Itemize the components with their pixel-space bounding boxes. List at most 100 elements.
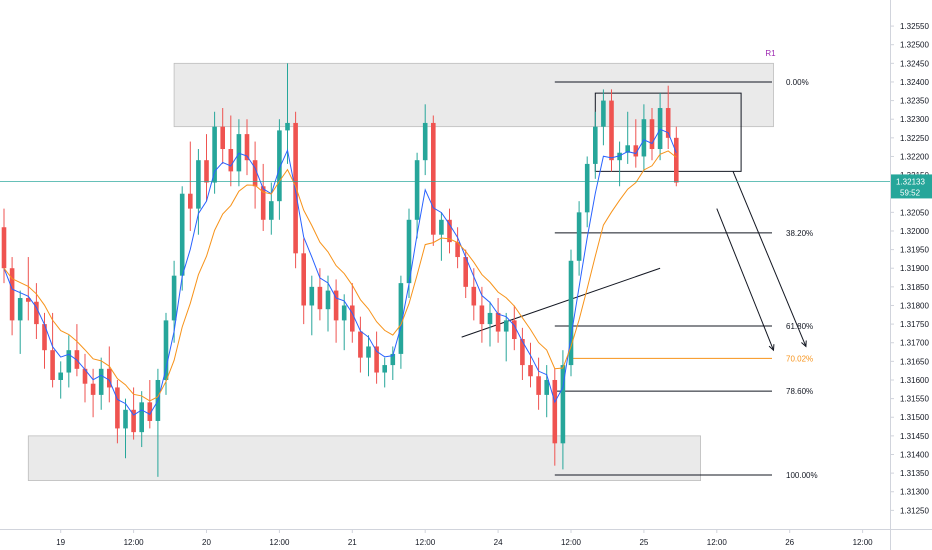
candle-up	[439, 219, 444, 235]
candle-up	[212, 126, 217, 183]
y-tick-label: 1.32050	[900, 208, 929, 217]
projection-arrow	[732, 171, 807, 347]
x-tick-label: 12:00	[415, 538, 436, 547]
candle-down	[301, 253, 306, 306]
y-tick-label: 1.31550	[900, 395, 929, 404]
y-tick-label: 1.32300	[900, 115, 929, 124]
candle-up	[309, 286, 315, 306]
candle-down	[90, 383, 96, 395]
candle-up	[163, 320, 169, 380]
candle-up	[179, 193, 185, 276]
candle-up	[406, 219, 412, 284]
candle-up	[576, 212, 582, 261]
y-tick-label: 1.31900	[900, 264, 929, 273]
candle-down	[350, 305, 355, 332]
candle-down	[9, 268, 15, 321]
candle-down	[293, 122, 298, 254]
candle-down	[479, 305, 485, 325]
candle-down	[528, 365, 533, 377]
candle-up	[17, 298, 23, 321]
y-tick-label: 1.31700	[900, 339, 929, 348]
y-tick-label: 1.31750	[900, 320, 929, 329]
y-tick-label: 1.31950	[900, 246, 929, 255]
candle-down	[455, 242, 460, 258]
candle-down	[107, 368, 112, 388]
current-price-marker: 1.32133 59:52	[0, 174, 932, 199]
candle-down	[252, 160, 258, 187]
ma-fast-line	[3, 128, 677, 416]
candle-up	[593, 126, 598, 164]
candle-down	[34, 301, 39, 325]
candle-down	[147, 402, 153, 421]
y-tick-label: 1.31250	[900, 506, 929, 515]
resistance-zone	[173, 62, 774, 128]
fibonacci-layer: 0.00% 38.20% 61.80% 70.02% 78.60% 100.00%	[554, 78, 818, 480]
candle-down	[358, 331, 363, 358]
candle-down	[244, 134, 250, 161]
x-tick-label: 12:00	[707, 538, 728, 547]
fib-level-label: 38.20%	[786, 229, 813, 238]
candle-up	[568, 260, 574, 366]
x-tick-label: 26	[785, 538, 794, 547]
support-zone	[27, 435, 701, 481]
y-tick-label: 1.31500	[900, 413, 929, 422]
moving-averages-layer	[3, 128, 677, 416]
candle-down	[42, 324, 47, 351]
candle-down	[552, 379, 558, 444]
candle-down	[131, 409, 136, 433]
candle-up	[617, 152, 622, 161]
fib-level-label: 100.00%	[786, 471, 818, 480]
candles-layer	[1, 63, 679, 477]
countdown-label: 59:52	[900, 188, 921, 197]
candle-down	[188, 193, 193, 209]
candle-up	[325, 290, 331, 310]
candle-down	[26, 298, 31, 302]
candle-up	[139, 402, 144, 433]
candle-down	[374, 346, 379, 373]
y-tick-label: 1.32500	[900, 41, 929, 50]
candle-down	[512, 320, 517, 340]
candle-up	[560, 365, 566, 444]
candle-up	[66, 350, 72, 373]
candle-up	[382, 365, 387, 373]
x-tick-label: 25	[639, 538, 648, 547]
current-price-badge	[891, 174, 932, 199]
pivot-label: R1	[765, 49, 776, 58]
y-tick-label: 1.32400	[900, 78, 929, 87]
y-tick-label: 1.32450	[900, 59, 929, 68]
arrow-head	[768, 344, 775, 352]
candle-down	[50, 350, 55, 380]
candle-up	[414, 160, 420, 220]
candle-down	[115, 387, 120, 429]
candle-down	[317, 286, 323, 310]
x-tick-label: 24	[494, 538, 503, 547]
x-tick-label: 19	[56, 538, 65, 547]
candle-down	[447, 219, 452, 243]
candle-down	[665, 108, 671, 138]
candle-up	[422, 122, 428, 161]
y-tick-label: 1.31300	[900, 488, 929, 497]
y-tick-label: 1.31600	[900, 376, 929, 385]
candle-up	[601, 100, 606, 127]
candle-up	[269, 201, 274, 220]
y-tick-label: 1.31800	[900, 301, 929, 310]
candle-down	[220, 126, 225, 150]
y-tick-label: 1.31650	[900, 357, 929, 366]
candle-down	[260, 186, 266, 220]
zones-layer: R1	[27, 49, 776, 481]
ma-slow-line	[3, 150, 677, 402]
candle-up	[196, 160, 201, 209]
candle-up	[503, 320, 509, 332]
candle-down	[536, 376, 541, 395]
y-tick-label: 1.32000	[900, 227, 929, 236]
candle-down	[649, 119, 655, 150]
candle-down	[228, 149, 234, 172]
candle-up	[277, 130, 282, 202]
candle-up	[285, 122, 290, 131]
candle-up	[341, 305, 347, 321]
x-tick-label: 12:00	[269, 538, 290, 547]
fib-level-label: 0.00%	[786, 78, 809, 87]
candle-up	[584, 163, 590, 213]
y-tick-label: 1.32250	[900, 134, 929, 143]
